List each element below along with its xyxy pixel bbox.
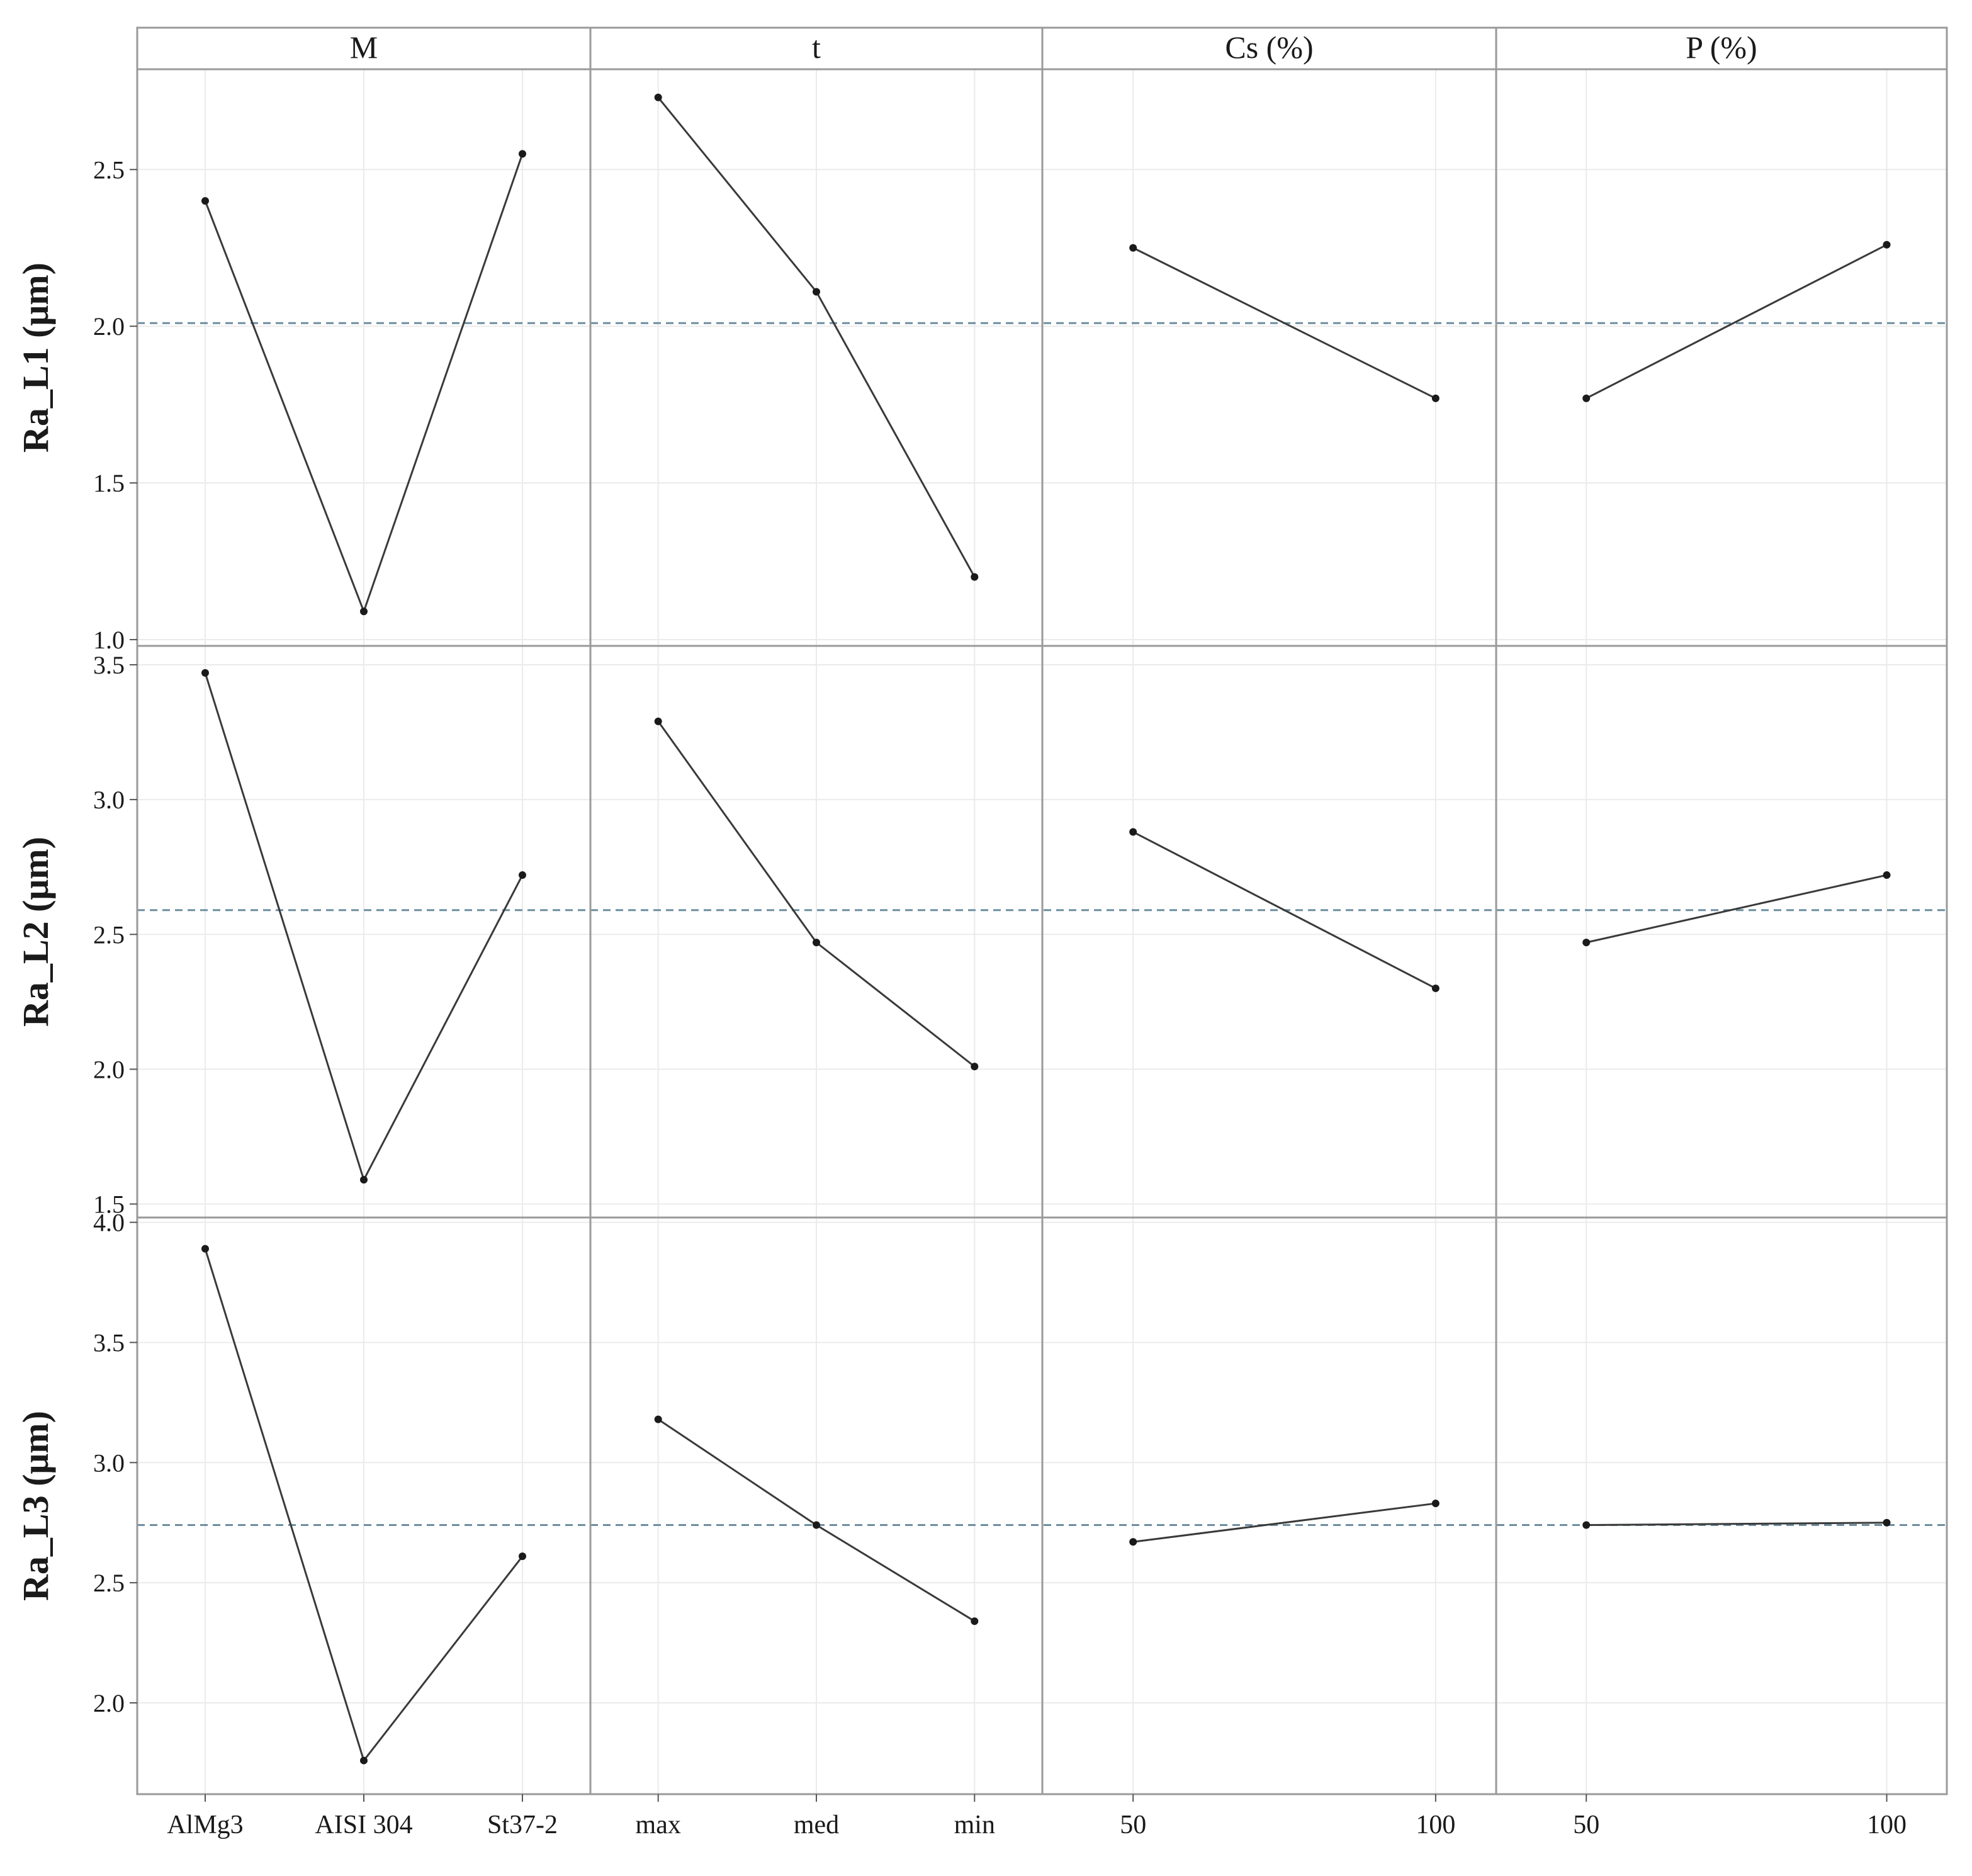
x-tick-label: max	[636, 1811, 681, 1839]
y-tick-label: 2.0	[93, 1689, 125, 1717]
facet-label-0: M	[350, 30, 378, 65]
data-point-row1-0-0	[201, 197, 209, 205]
y-tick-label: 2.0	[93, 312, 125, 341]
data-point-row2-2-0	[1129, 828, 1137, 836]
facet-label-1: t	[812, 30, 821, 65]
data-point-row1-3-0	[1582, 394, 1591, 402]
data-point-row2-1-0	[654, 717, 662, 725]
data-point-row3-2-1	[1431, 1500, 1440, 1508]
data-point-row3-0-1	[360, 1756, 368, 1765]
effect-line-row3-3	[1586, 1522, 1887, 1527]
data-point-row1-1-0	[654, 93, 662, 101]
y-tick-label: 2.5	[93, 920, 125, 949]
data-point-row1-2-1	[1431, 394, 1440, 402]
data-point-row2-1-2	[971, 1063, 979, 1071]
y-tick-label: 3.5	[93, 1328, 125, 1357]
effect-line-row1-2	[1132, 247, 1436, 400]
facet-label-3: P (%)	[1686, 30, 1757, 65]
data-point-row1-1-1	[813, 288, 820, 296]
y-tick-label: 3.0	[93, 786, 125, 814]
y-tick-label: 3.5	[93, 651, 125, 679]
x-tick-label: med	[794, 1811, 839, 1839]
data-point-row1-0-1	[360, 607, 368, 616]
data-point-row2-2-1	[1431, 984, 1440, 992]
x-tick-label: AlMg3	[167, 1811, 243, 1839]
data-point-row3-1-1	[813, 1521, 820, 1529]
y-axis-title-row3: Ra_L3 (μm)	[15, 1411, 56, 1601]
x-tick-label: 50	[1573, 1811, 1599, 1839]
data-point-row3-2-0	[1129, 1538, 1137, 1546]
data-point-row3-3-1	[1883, 1518, 1891, 1527]
effect-line-row1-3	[1586, 244, 1888, 400]
data-point-row1-3-1	[1883, 240, 1891, 249]
y-tick-label: 4.0	[93, 1209, 125, 1237]
y-axis-title-row2: Ra_L2 (μm)	[15, 837, 56, 1027]
y-axis-title-row1: Ra_L1 (μm)	[15, 263, 56, 453]
data-point-row2-0-2	[519, 871, 526, 879]
effect-line-row2-3	[1586, 874, 1887, 944]
x-tick-label: min	[954, 1811, 995, 1839]
data-point-row3-0-0	[201, 1245, 209, 1253]
y-tick-label: 2.5	[93, 155, 125, 184]
y-tick-label: 2.0	[93, 1055, 125, 1083]
y-tick-label: 1.0	[93, 626, 125, 654]
data-point-row3-1-2	[971, 1617, 979, 1625]
data-point-row1-2-0	[1129, 244, 1137, 252]
y-tick-label: 3.0	[93, 1449, 125, 1477]
x-tick-label: St37-2	[487, 1811, 558, 1839]
data-point-row2-3-1	[1883, 871, 1891, 879]
y-tick-label: 2.5	[93, 1569, 125, 1597]
data-point-row2-3-0	[1582, 939, 1591, 947]
data-point-row3-3-0	[1582, 1521, 1591, 1529]
data-point-row2-1-1	[813, 939, 820, 947]
y-tick-label: 1.5	[93, 469, 125, 497]
data-point-row3-0-2	[519, 1552, 526, 1561]
effect-line-row3-2	[1133, 1502, 1436, 1543]
y-tick-label: 1.5	[93, 1190, 125, 1219]
x-tick-label: AISI 304	[315, 1811, 412, 1839]
data-point-row2-0-1	[360, 1176, 368, 1184]
effect-line-row2-2	[1132, 831, 1436, 990]
data-point-row1-1-2	[971, 573, 979, 581]
x-tick-label: 100	[1416, 1811, 1455, 1839]
facet-label-2: Cs (%)	[1225, 30, 1313, 65]
data-point-row1-0-2	[519, 150, 526, 158]
data-point-row2-0-0	[201, 669, 209, 677]
x-tick-label: 100	[1867, 1811, 1907, 1839]
x-tick-label: 50	[1120, 1811, 1146, 1839]
data-point-row3-1-0	[654, 1415, 662, 1423]
